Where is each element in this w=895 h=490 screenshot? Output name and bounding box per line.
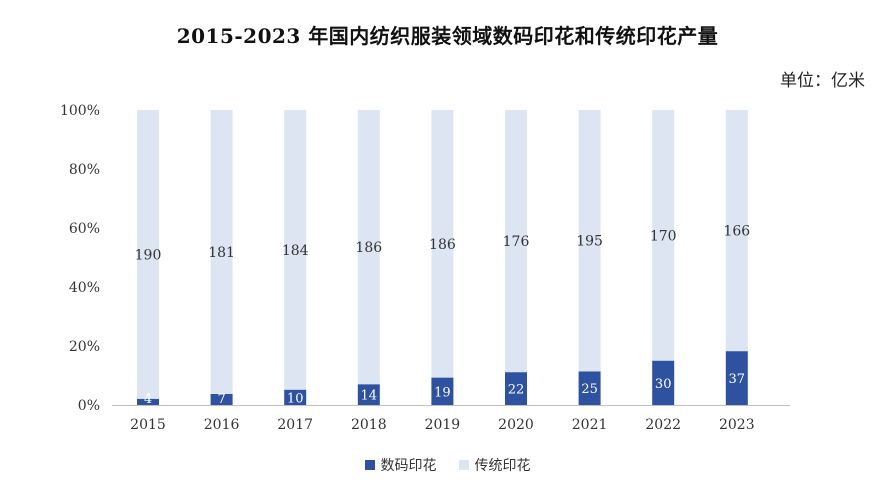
- data-label-traditional: 186: [429, 237, 456, 253]
- y-tick-label: 0%: [78, 398, 100, 414]
- bar-digital-2020: [505, 372, 527, 405]
- bar-digital-2021: [578, 371, 601, 405]
- x-tick-label: 2022: [645, 417, 681, 433]
- x-tick-label: 2019: [425, 417, 461, 433]
- data-label-traditional: 186: [355, 240, 382, 256]
- data-label-traditional: 195: [576, 234, 603, 250]
- legend-swatch-digital: [364, 460, 375, 470]
- y-tick-label: 20%: [69, 339, 100, 355]
- data-label-traditional: 176: [503, 234, 530, 250]
- x-tick-label: 2016: [204, 417, 240, 433]
- data-label-traditional: 184: [282, 243, 309, 259]
- x-axis: 2015 2016 2017 2018 2019 2020 2021 2022 2023: [112, 405, 790, 433]
- bar-traditional-2016: [210, 110, 233, 395]
- bar-traditional-2017: [284, 110, 307, 390]
- bar-digital-2019: [431, 377, 454, 405]
- data-labels: 190 4 181 7 184 10 186 14 186 19 176 22 195 25 170 30 16…: [135, 224, 751, 407]
- bar-traditional-2023: [725, 110, 748, 352]
- unit-label: 单位：亿米: [780, 71, 865, 91]
- y-tick-label: 60%: [69, 221, 100, 237]
- data-label-traditional: 190: [135, 247, 162, 263]
- data-label-digital: 19: [434, 385, 451, 400]
- data-label-digital: 37: [729, 372, 746, 387]
- data-label-traditional: 170: [650, 228, 677, 244]
- bar-traditional-2018: [357, 110, 380, 385]
- bar-traditional-2020: [505, 110, 527, 373]
- bar-traditional-2019: [431, 110, 454, 378]
- legend-item-digital: 数码印花: [364, 455, 437, 475]
- data-label-digital: 22: [508, 383, 525, 398]
- bar-traditional-2015: [137, 110, 159, 399]
- data-label-digital: 30: [655, 377, 672, 392]
- bar-traditional-2021: [578, 110, 601, 372]
- data-label-digital: 4: [144, 392, 152, 407]
- legend-swatch-traditional: [458, 460, 469, 470]
- data-label-digital: 7: [217, 392, 225, 407]
- x-tick-label: 2015: [130, 417, 166, 433]
- data-label-traditional: 166: [723, 224, 750, 240]
- data-label-digital: 25: [581, 382, 598, 397]
- data-label-digital: 10: [287, 391, 304, 406]
- bars-group: [137, 110, 748, 405]
- bar-digital-2015: [137, 398, 159, 405]
- y-tick-label: 80%: [69, 162, 100, 178]
- x-tick-label: 2021: [572, 417, 608, 433]
- y-tick-label: 40%: [69, 280, 100, 296]
- data-label-traditional: 181: [208, 245, 235, 261]
- legend-label-traditional: 传统印花: [474, 458, 531, 474]
- y-tick-label: 100%: [60, 103, 100, 119]
- legend-item-traditional: 传统印花: [458, 455, 531, 475]
- bar-digital-2017: [284, 389, 307, 405]
- y-axis: 0% 20% 40% 60% 80% 100%: [60, 103, 100, 414]
- x-tick-label: 2020: [498, 417, 534, 433]
- x-tick-label: 2018: [351, 417, 387, 433]
- bar-traditional-2022: [652, 110, 675, 361]
- x-tick-label: 2017: [277, 417, 313, 433]
- bar-digital-2018: [357, 384, 380, 405]
- legend-label-digital: 数码印花: [380, 458, 437, 474]
- data-label-digital: 14: [361, 389, 378, 404]
- bar-digital-2022: [652, 360, 675, 405]
- legend: 数码印花 传统印花: [0, 455, 895, 475]
- chart-title: 2015-2023 年国内纺织服装领域数码印花和传统印花产量: [176, 24, 719, 48]
- bar-digital-2023: [725, 351, 748, 405]
- x-tick-label: 2023: [719, 417, 755, 433]
- bar-digital-2016: [210, 394, 233, 405]
